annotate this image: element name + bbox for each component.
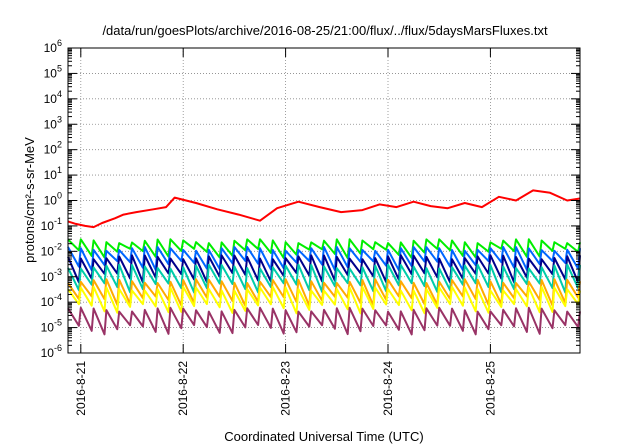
y-tick-label: 106: [44, 38, 62, 55]
y-tick-label: 10-2: [41, 241, 62, 258]
x-tick-label: 2016-8-23: [279, 361, 293, 416]
y-tick-label: 10-1: [41, 216, 62, 233]
y-tick-label: 104: [44, 89, 62, 106]
series-line: [67, 263, 581, 294]
series-line: [67, 189, 581, 229]
y-tick-label: 10-3: [41, 267, 62, 284]
y-tick-label: 10-6: [41, 343, 62, 360]
x-tick-label: 2016-8-25: [483, 361, 497, 416]
x-tick-label: 2016-8-21: [74, 361, 88, 416]
x-tick-label: 2016-8-22: [176, 361, 190, 416]
y-tick-label: 100: [44, 191, 62, 208]
series-line: [67, 306, 581, 336]
y-axis-title: protons/cm²-s-sr-MeV: [22, 137, 37, 263]
ticks: 10-6 10-5 10-4 10-3 10-2 10-1 100 101 102 103 104 1…: [41, 38, 580, 416]
series-layer: [67, 189, 581, 336]
series-line: [67, 285, 581, 315]
plot-frame: [67, 47, 581, 354]
y-tick-label: 105: [44, 63, 62, 80]
y-tick-label: 10-5: [41, 318, 62, 335]
chart-title: /data/run/goesPlots/archive/2016-08-25/2…: [102, 23, 548, 38]
y-tick-label: 102: [44, 140, 62, 157]
x-axis-title: Coordinated Universal Time (UTC): [224, 429, 423, 444]
y-tick-label: 101: [44, 165, 62, 182]
x-tick-label: 2016-8-24: [381, 361, 395, 416]
y-tick-label: 10-4: [41, 292, 62, 309]
y-tick-label: 103: [44, 114, 62, 131]
